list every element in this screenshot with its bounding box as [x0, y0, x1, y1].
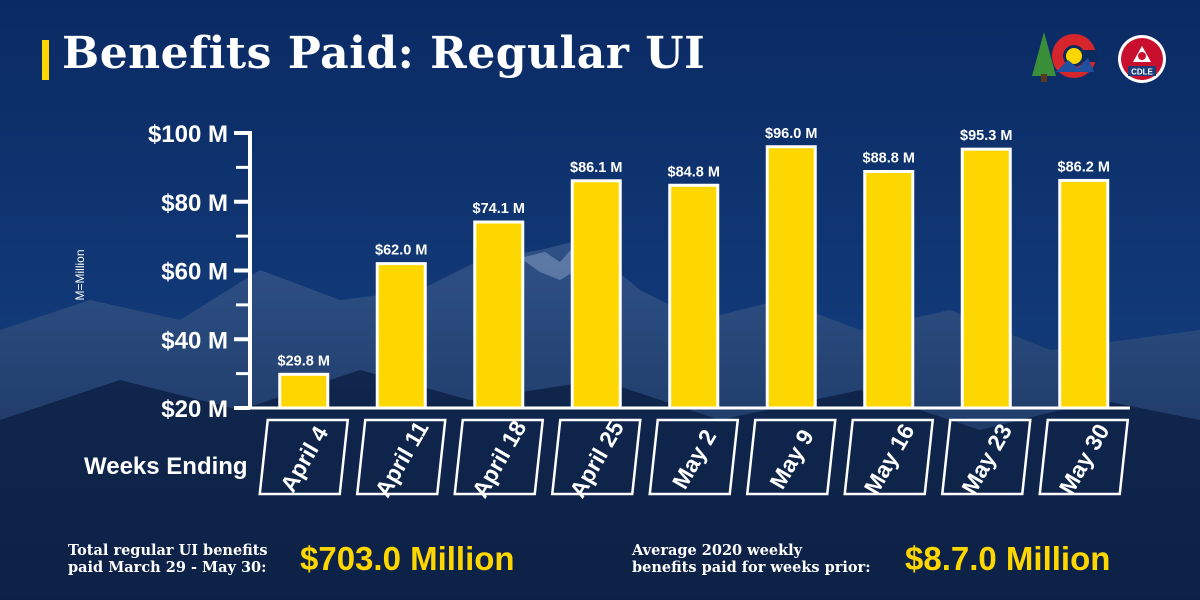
x-tick-label: May 2: [667, 425, 721, 493]
bar: [473, 220, 525, 410]
y-tick-label: $100 M: [148, 121, 228, 148]
total-benefits-value: $703.0 Million: [300, 540, 515, 577]
bar-value-label: $84.8 M: [668, 164, 720, 180]
category-box: [355, 418, 447, 496]
cdle-logo: CDLE: [1118, 35, 1166, 83]
bar: [375, 262, 427, 410]
x-tick-label: April 4: [275, 421, 333, 496]
average-benefits-label-line2: benefits paid for weeks prior:: [632, 559, 871, 576]
category-box: [940, 418, 1032, 496]
category-box: [648, 418, 740, 496]
x-tick-label: May 23: [956, 419, 1017, 498]
y-tick-label: $20 M: [161, 396, 228, 423]
bar: [960, 147, 1012, 410]
bar: [278, 372, 330, 410]
average-benefits-value: $8.7.0 Million: [905, 540, 1111, 577]
x-axis-label: Weeks Ending: [84, 453, 248, 480]
bar: [765, 145, 817, 410]
category-box: [843, 418, 935, 496]
x-tick-label: May 16: [859, 419, 920, 498]
y-axis-label: M=Million: [73, 249, 87, 300]
colorado-logo: [1032, 32, 1098, 82]
y-tick-label: $60 M: [161, 259, 228, 286]
bar: [863, 170, 915, 410]
x-tick-label: April 25: [564, 416, 629, 502]
bar-value-label: $86.1 M: [570, 160, 622, 176]
bar: [668, 183, 720, 410]
average-benefits-label-line1: Average 2020 weekly: [632, 542, 803, 559]
bar-value-label: $96.0 M: [765, 126, 817, 142]
total-benefits-label-line2: paid March 29 - May 30:: [68, 559, 267, 576]
x-tick-label: April 18: [467, 416, 532, 502]
logos: CDLE: [1032, 32, 1166, 83]
x-tick-label: May 9: [764, 425, 818, 493]
total-benefits-label-line1: Total regular UI benefits: [68, 542, 268, 559]
bar-value-label: $86.2 M: [1058, 159, 1110, 175]
title-accent-bar: [42, 40, 49, 80]
bar-value-label: $88.8 M: [863, 151, 915, 167]
x-tick-label: May 30: [1054, 419, 1115, 498]
category-box: [550, 418, 642, 496]
category-box: [1038, 418, 1130, 496]
bar-value-label: $95.3 M: [960, 128, 1012, 144]
bar: [1058, 178, 1110, 410]
y-tick-label: $40 M: [161, 327, 228, 354]
x-tick-label: April 11: [370, 416, 434, 501]
category-box: [745, 418, 837, 496]
category-box: [453, 418, 545, 496]
bar: [570, 179, 622, 410]
bar-value-label: $29.8 M: [278, 353, 330, 369]
bar-value-label: $74.1 M: [473, 201, 525, 217]
bar-value-label: $62.0 M: [375, 243, 427, 259]
cdle-logo-text: CDLE: [1131, 68, 1153, 77]
page-title: Benefits Paid: Regular UI: [62, 28, 706, 79]
y-tick-label: $80 M: [161, 190, 228, 217]
average-benefits-label: Average 2020 weekly benefits paid for we…: [632, 542, 871, 576]
category-box: [258, 418, 350, 496]
total-benefits-label: Total regular UI benefits paid March 29 …: [68, 542, 268, 576]
